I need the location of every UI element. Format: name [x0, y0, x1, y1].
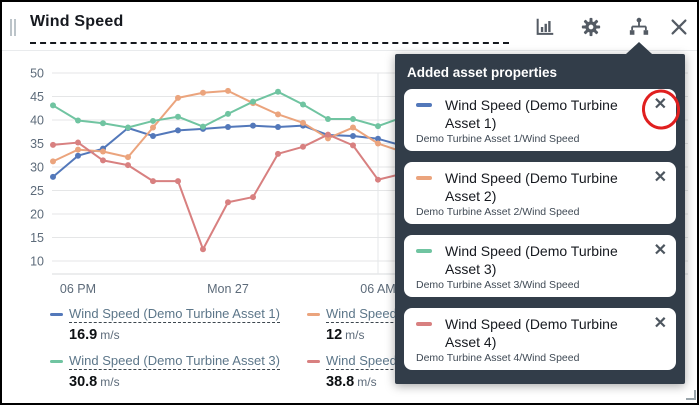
- close-icon[interactable]: [666, 14, 692, 40]
- header-divider: [2, 50, 697, 51]
- series-color-dash: [416, 176, 432, 180]
- svg-text:25: 25: [30, 184, 44, 198]
- asset-property-path: Demo Turbine Asset 3/Wind Speed: [416, 279, 580, 291]
- asset-property-card: Wind Speed (Demo Turbine Asset 4) ✕ Demo…: [404, 308, 676, 370]
- remove-asset-property-icon[interactable]: ✕: [653, 169, 667, 186]
- svg-text:06 PM: 06 PM: [60, 282, 96, 296]
- svg-text:30: 30: [30, 161, 44, 175]
- svg-text:10: 10: [30, 255, 44, 269]
- asset-property-card: Wind Speed (Demo Turbine Asset 1) ✕ Demo…: [404, 89, 676, 151]
- asset-property-label: Wind Speed (Demo Turbine Asset 3): [445, 243, 618, 277]
- svg-text:06 AM: 06 AM: [360, 282, 395, 296]
- asset-tree-icon[interactable]: [626, 14, 652, 40]
- popup-card-list: Wind Speed (Demo Turbine Asset 1) ✕ Demo…: [395, 89, 685, 370]
- legend-label[interactable]: Wind Speed (Demo Turbine Asset 1): [69, 306, 280, 323]
- asset-property-card: Wind Speed (Demo Turbine Asset 3) ✕ Demo…: [404, 235, 676, 297]
- legend-color-dash: [50, 360, 63, 363]
- svg-text:45: 45: [30, 90, 44, 104]
- title-dashed-underline: [30, 42, 509, 44]
- svg-text:35: 35: [30, 137, 44, 151]
- remove-asset-property-icon[interactable]: ✕: [653, 242, 667, 259]
- asset-property-card: Wind Speed (Demo Turbine Asset 2) ✕ Demo…: [404, 162, 676, 224]
- svg-text:40: 40: [30, 114, 44, 128]
- widget-drag-handle-icon[interactable]: [10, 19, 16, 36]
- asset-property-path: Demo Turbine Asset 4/Wind Speed: [416, 352, 580, 364]
- settings-gear-icon[interactable]: [578, 14, 604, 40]
- remove-asset-property-icon[interactable]: ✕: [653, 315, 667, 332]
- asset-property-path: Demo Turbine Asset 2/Wind Speed: [416, 206, 580, 218]
- svg-text:50: 50: [30, 67, 44, 81]
- added-asset-properties-popup: Added asset properties Wind Speed (Demo …: [395, 42, 685, 384]
- asset-property-path: Demo Turbine Asset 1/Wind Speed: [416, 133, 580, 145]
- series-color-dash: [416, 103, 432, 107]
- legend-color-dash: [50, 313, 63, 316]
- series-color-dash: [416, 322, 432, 326]
- legend-color-dash: [307, 313, 320, 316]
- bar-chart-icon[interactable]: [532, 14, 558, 40]
- svg-text:20: 20: [30, 208, 44, 222]
- widget-resize-handle[interactable]: [686, 390, 696, 400]
- remove-asset-property-icon[interactable]: ✕: [653, 96, 667, 113]
- legend-label[interactable]: Wind Speed (Demo Turbine Asset 3): [69, 353, 280, 370]
- svg-text:15: 15: [30, 231, 44, 245]
- popup-caret: [626, 42, 652, 54]
- legend-current-value: 12 m/s: [326, 327, 365, 343]
- legend-current-value: 38.8 m/s: [326, 374, 377, 390]
- legend-current-value: 16.9 m/s: [69, 327, 120, 343]
- series-color-dash: [416, 249, 432, 253]
- svg-text:Mon 27: Mon 27: [207, 282, 249, 296]
- popup-title: Added asset properties: [407, 65, 558, 80]
- widget-title: Wind Speed: [30, 13, 124, 30]
- asset-property-label: Wind Speed (Demo Turbine Asset 2): [445, 170, 618, 204]
- asset-property-label: Wind Speed (Demo Turbine Asset 4): [445, 316, 618, 350]
- legend-color-dash: [307, 360, 320, 363]
- asset-property-label: Wind Speed (Demo Turbine Asset 1): [445, 97, 618, 131]
- legend-item: Wind Speed (Demo Turbine Asset 1) 16.9 m/…: [50, 306, 307, 344]
- legend-item: Wind Speed (Demo Turbine Asset 3) 30.8 m/…: [50, 353, 307, 391]
- legend-current-value: 30.8 m/s: [69, 374, 120, 390]
